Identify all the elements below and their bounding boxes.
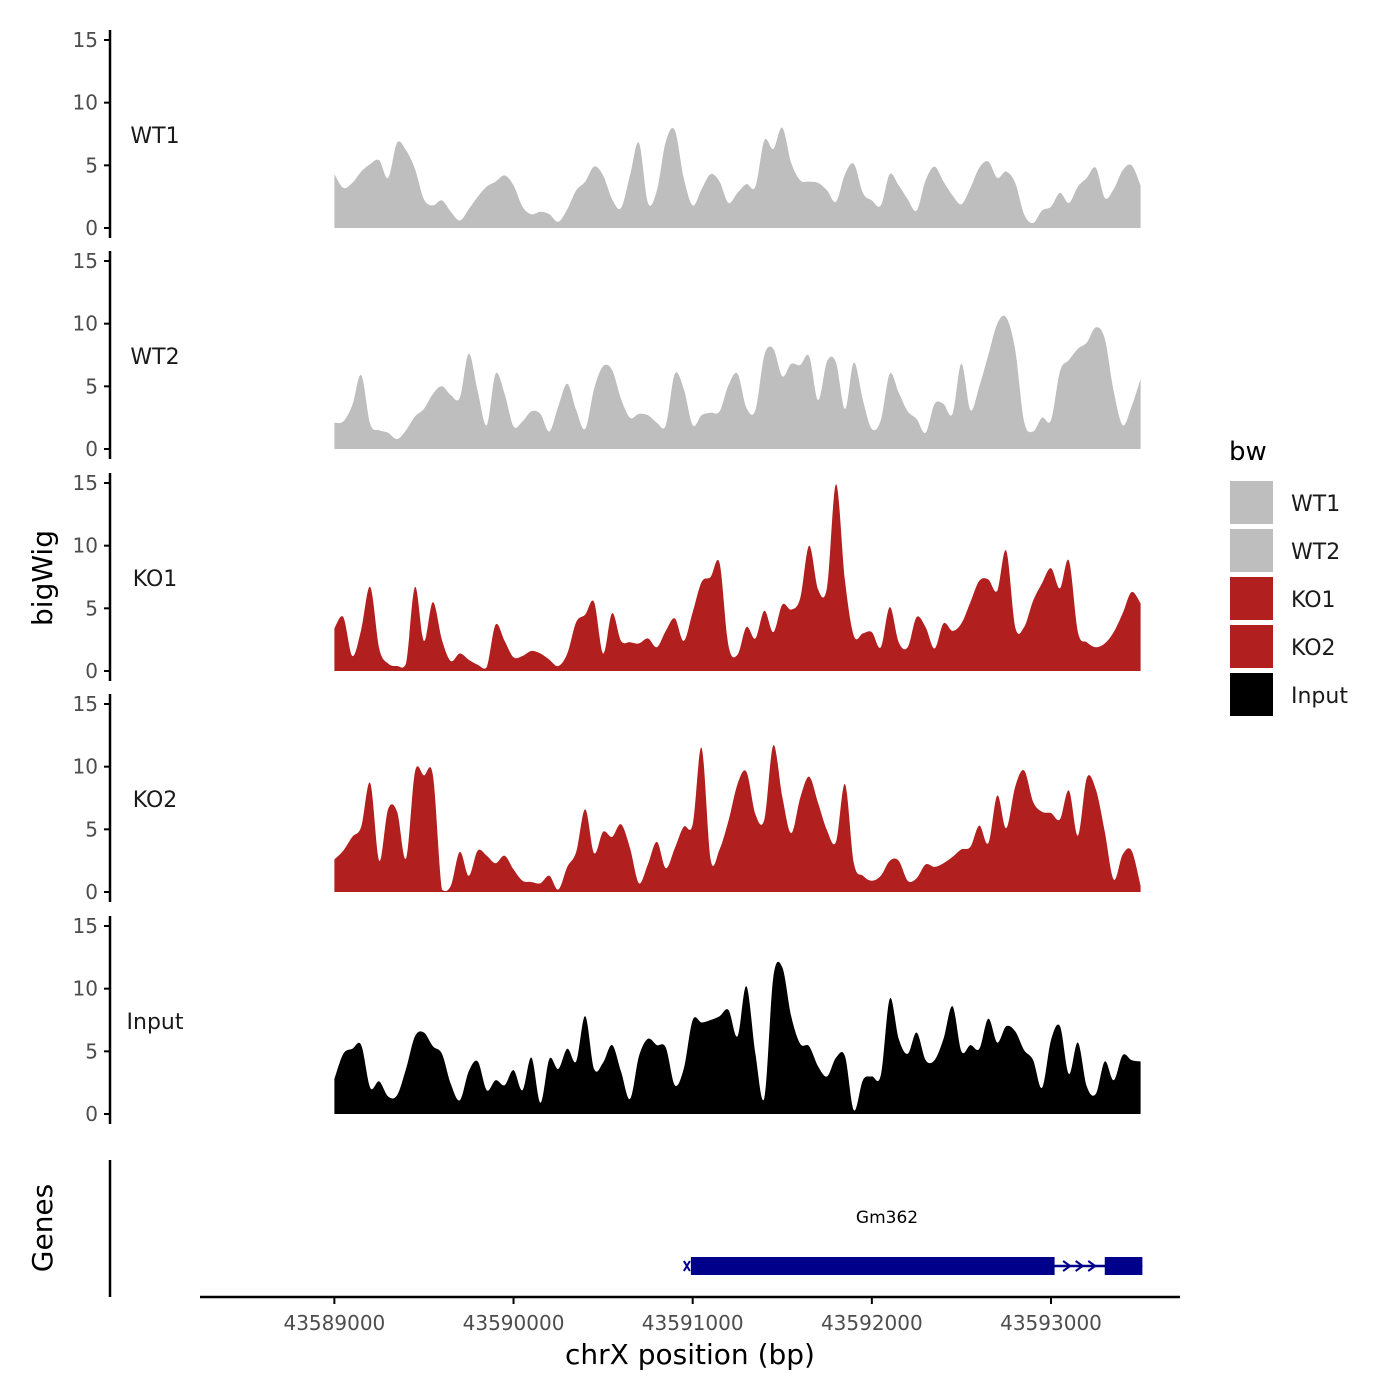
y-tick-label-wt2-15: 15 [73,249,98,273]
x-tick-label-3: 43592000 [821,1311,923,1335]
legend-swatch-wt1 [1230,481,1273,524]
y-tick-label-wt1-15: 15 [73,28,98,52]
area-ko2 [334,745,1141,892]
gene-gm362: Gm362 [683,1208,1143,1275]
y-tick-label-wt2-0: 0 [85,437,98,461]
y-tick-label-wt1-0: 0 [85,216,98,240]
track-input: 0 5 10 15 Input [73,914,1141,1126]
x-tick-label-1: 43590000 [463,1311,565,1335]
y-tick-label-wt1-10: 10 [73,91,98,115]
gene-exon-1 [690,1257,1055,1275]
strand-arrow-2 [1075,1260,1085,1272]
strand-arrow-1 [1062,1260,1072,1272]
genes-panel: Gm362 [108,1160,1143,1297]
y-tick-label-ko1-15: 15 [73,471,98,495]
track-label-wt2: WT2 [130,345,179,370]
y-tick-label-ko1-10: 10 [73,534,98,558]
legend-label-ko1: KO1 [1291,588,1336,613]
legend-title: bw [1229,437,1267,467]
y-tick-label-ko1-5: 5 [85,596,98,620]
legend: bw WT1 WT2 KO1 KO2 Input [1229,437,1348,716]
track-wt1: 0 5 10 15 WT1 [73,28,1141,240]
x-axis-title: chrX position (bp) [565,1338,815,1371]
x-tick-label-2: 43591000 [642,1311,744,1335]
track-label-ko2: KO2 [133,788,178,813]
x-tick-label-0: 43589000 [283,1311,385,1335]
track-wt2: 0 5 10 15 WT2 [73,249,1141,461]
y-tick-label-ko2-10: 10 [73,755,98,779]
y-tick-label-ko2-0: 0 [85,880,98,904]
x-tick-label-4: 43593000 [1000,1311,1102,1335]
y-tick-label-input-10: 10 [73,977,98,1001]
gene-start-marker [683,1260,691,1272]
x-axis: 43589000 43590000 43591000 43592000 43593000 [200,1295,1180,1335]
legend-label-input: Input [1291,684,1348,709]
gene-label-gm362: Gm362 [856,1208,918,1228]
track-ko1: 0 5 10 15 KO1 [73,471,1141,683]
y-tick-label-input-5: 5 [85,1039,98,1063]
y-tick-label-wt2-10: 10 [73,312,98,336]
track-label-input: Input [127,1010,184,1035]
area-wt2 [334,315,1141,449]
track-ko2: 0 5 10 15 KO2 [73,692,1141,904]
y-tick-label-wt1-5: 5 [85,153,98,177]
legend-swatch-ko2 [1230,625,1273,668]
legend-swatch-wt2 [1230,529,1273,572]
y-tick-label-input-0: 0 [85,1102,98,1126]
y-tick-label-ko2-5: 5 [85,817,98,841]
y-tick-label-ko1-0: 0 [85,659,98,683]
y-tick-label-ko2-15: 15 [73,692,98,716]
genes-axis-title: Genes [26,1184,59,1272]
gene-exon-2 [1104,1257,1143,1275]
y-tick-label-wt2-5: 5 [85,374,98,398]
legend-swatch-ko1 [1230,577,1273,620]
legend-label-ko2: KO2 [1291,636,1336,661]
legend-label-wt1: WT1 [1291,492,1340,517]
bigwig-tracks: 0 5 10 15 WT1 0 5 10 15 WT2 0 5 10 15 KO1 0 5 10 15 KO2 0 5 10… [73,28,1141,1126]
strand-arrow-3 [1087,1260,1097,1272]
track-label-ko1: KO1 [133,567,178,592]
y-tick-label-input-15: 15 [73,914,98,938]
legend-label-wt2: WT2 [1291,540,1340,565]
area-wt1 [334,127,1141,228]
area-input [334,961,1141,1114]
legend-swatch-input [1230,673,1273,716]
y-axis-title: bigWig [26,530,59,626]
area-ko1 [334,484,1141,671]
track-label-wt1: WT1 [130,124,179,149]
